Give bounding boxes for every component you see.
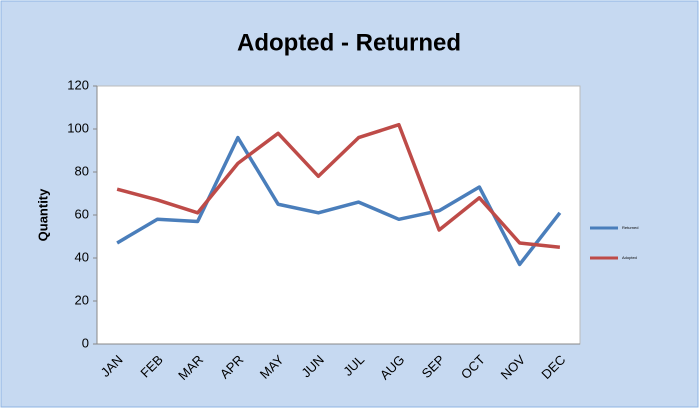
chart-title: Adopted - Returned bbox=[237, 29, 461, 56]
y-tick-label: 60 bbox=[75, 206, 89, 221]
y-tick-label: 120 bbox=[67, 77, 89, 92]
y-axis-label: Quantity bbox=[35, 188, 50, 241]
plot-area bbox=[96, 85, 581, 345]
y-tick-label: 20 bbox=[75, 292, 89, 307]
y-tick-label: 40 bbox=[75, 249, 89, 264]
series-line bbox=[116, 135, 562, 267]
y-tick-label: 0 bbox=[82, 335, 89, 350]
series-line bbox=[116, 122, 561, 249]
legend-label: Returned bbox=[622, 225, 638, 230]
legend-label: Adopted bbox=[622, 255, 637, 260]
y-tick-label: 80 bbox=[75, 163, 89, 178]
y-tick-label: 100 bbox=[67, 120, 89, 135]
